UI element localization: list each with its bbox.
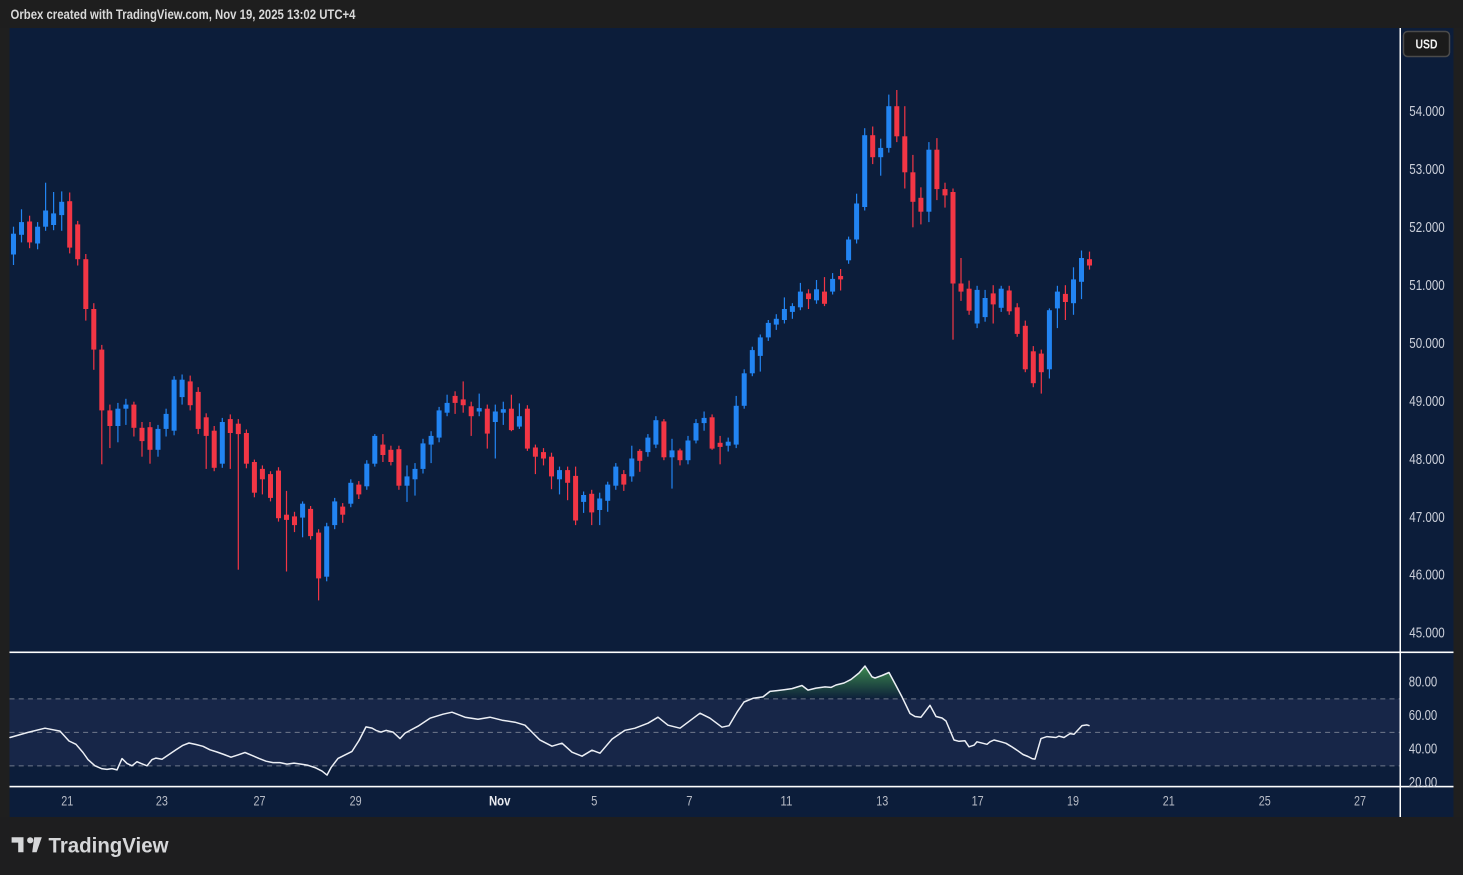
svg-text:40.00: 40.00 — [1409, 741, 1438, 757]
svg-text:USD: USD — [1416, 37, 1438, 52]
svg-text:Orbex created with TradingView: Orbex created with TradingView.com, Nov … — [11, 6, 356, 22]
svg-text:47.000: 47.000 — [1409, 510, 1445, 526]
svg-text:21: 21 — [61, 793, 73, 809]
svg-text:45.000: 45.000 — [1409, 626, 1445, 642]
svg-text:29: 29 — [350, 793, 362, 809]
svg-text:17: 17 — [972, 793, 984, 809]
svg-text:27: 27 — [254, 793, 266, 809]
svg-text:50.000: 50.000 — [1409, 336, 1445, 352]
svg-text:23: 23 — [156, 793, 168, 809]
svg-text:19: 19 — [1067, 793, 1079, 809]
svg-text:48.000: 48.000 — [1409, 452, 1445, 468]
svg-text:60.00: 60.00 — [1409, 708, 1438, 724]
svg-text:5: 5 — [591, 793, 597, 809]
svg-text:46.000: 46.000 — [1409, 568, 1445, 584]
svg-text:53.000: 53.000 — [1409, 162, 1445, 178]
svg-text:52.000: 52.000 — [1409, 220, 1445, 236]
svg-text:51.000: 51.000 — [1409, 278, 1445, 294]
svg-text:11: 11 — [780, 793, 792, 809]
svg-text:25: 25 — [1259, 793, 1271, 809]
svg-text:20.00: 20.00 — [1409, 775, 1438, 791]
svg-text:21: 21 — [1163, 793, 1175, 809]
svg-text:13: 13 — [876, 793, 888, 809]
svg-text:Nov: Nov — [489, 793, 511, 809]
svg-text:TradingView: TradingView — [49, 835, 170, 858]
svg-text:54.000: 54.000 — [1409, 104, 1445, 120]
svg-text:49.000: 49.000 — [1409, 394, 1445, 410]
svg-text:27: 27 — [1354, 793, 1366, 809]
svg-text:80.00: 80.00 — [1409, 674, 1438, 690]
svg-text:7: 7 — [686, 793, 692, 809]
